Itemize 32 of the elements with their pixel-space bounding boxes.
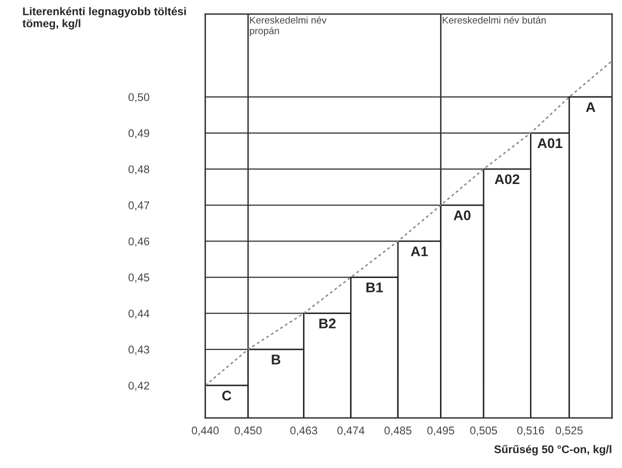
y-tick-label: 0,47 [128, 201, 150, 211]
data-label: A02 [494, 174, 520, 184]
data-label: B2 [319, 318, 336, 328]
data-label: B1 [366, 282, 383, 292]
ref-line-label: Kereskedelmi név bután [442, 16, 546, 24]
data-label: A [586, 102, 596, 112]
line-series [205, 60, 612, 386]
y-tick-label: 0,48 [128, 165, 150, 175]
data-label: A01 [538, 138, 562, 148]
y-tick-label: 0,45 [128, 274, 150, 283]
data-label: A0 [454, 210, 470, 220]
x-tick-label: 0,525 [556, 426, 583, 436]
y-tick-label: 0,44 [128, 310, 150, 319]
data-label: C [222, 390, 232, 401]
y-tick-label: 0,50 [128, 93, 150, 102]
data-label: B [272, 354, 280, 364]
x-tick-label: 0,450 [234, 426, 262, 436]
x-tick-label: 0,516 [517, 426, 544, 436]
y-axis-title: Literenkénti legnagyobb töltési tömeg, kg/l [22, 7, 186, 30]
y-tick-label: 0,42 [128, 382, 150, 391]
x-tick-label: 0,495 [427, 426, 454, 436]
y-tick-label: 0,43 [128, 346, 150, 355]
y-tick-label: 0,46 [128, 237, 150, 247]
y-tick-label: 0,49 [128, 129, 150, 138]
x-axis-title: Sűrűség 50 °C-on, kg/l [494, 444, 612, 456]
x-tick-label: 0,485 [384, 426, 412, 436]
x-tick-label: 0,463 [290, 426, 318, 436]
data-label: A1 [410, 246, 428, 256]
x-tick-label: 0,474 [337, 426, 364, 436]
x-tick-label: 0,440 [192, 426, 219, 436]
ref-line-label: Kereskedelmi név propán [250, 16, 327, 36]
x-tick-label: 0,505 [470, 426, 498, 436]
